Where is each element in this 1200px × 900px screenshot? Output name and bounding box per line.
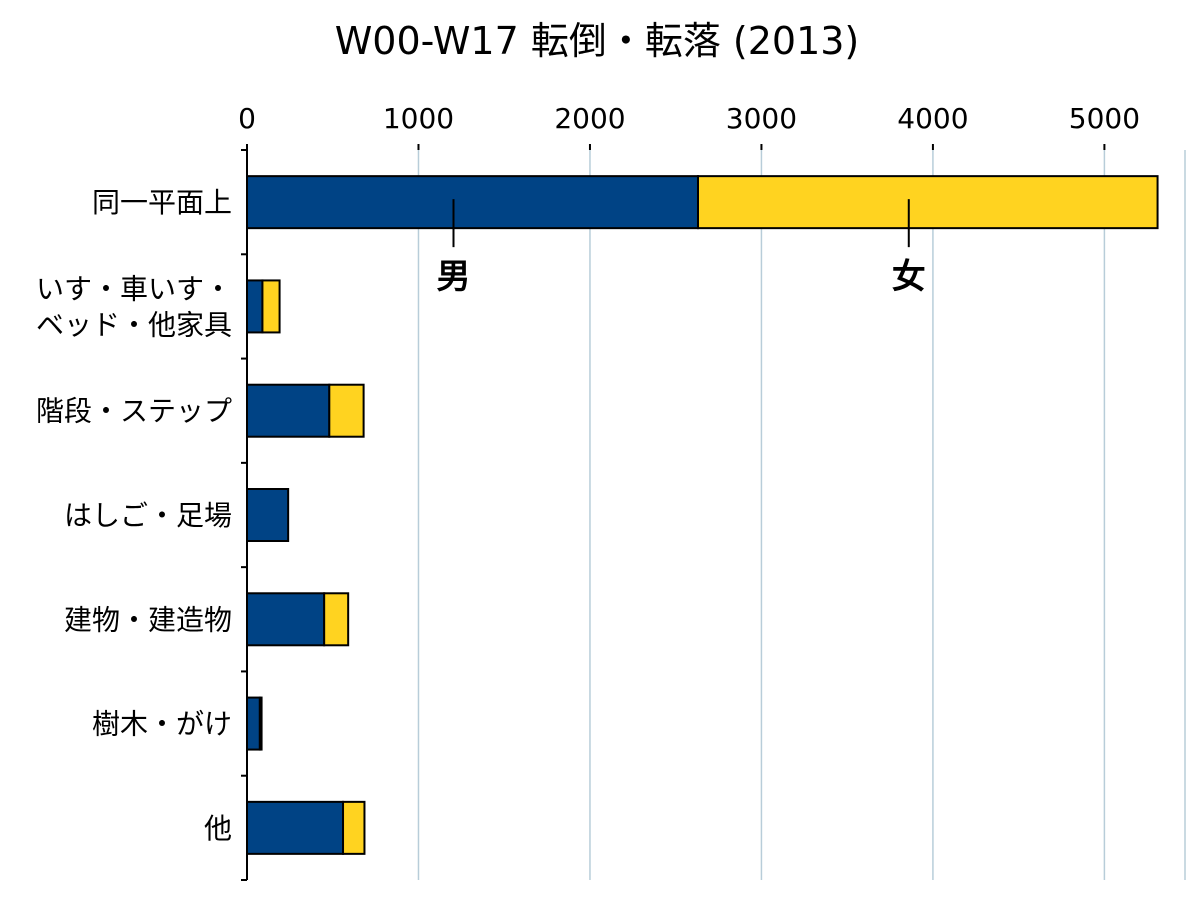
bar-2-1 [328, 383, 365, 438]
bar-5-1 [258, 696, 263, 751]
category-label-1: ベッド・他家具 [36, 308, 232, 341]
series-labels: 男女 [436, 199, 926, 297]
bars [246, 175, 1159, 855]
bar-6-1 [342, 800, 366, 855]
bar-4-1 [323, 592, 350, 647]
x-tick-label-4000: 4000 [897, 102, 968, 135]
bar-2-0 [246, 383, 331, 438]
x-tick-label-0: 0 [238, 102, 256, 135]
category-label-5: 樹木・がけ [92, 708, 232, 741]
chart-title: W00-W17 転倒・転落 (2013) [335, 19, 860, 63]
bar-1-0 [246, 279, 264, 334]
bar-5-0 [246, 696, 261, 751]
x-tick-label-5000: 5000 [1069, 102, 1140, 135]
bar-3-0 [246, 488, 290, 542]
bar-6-0 [246, 800, 345, 855]
bar-4-0 [246, 592, 326, 647]
series-label-0: 男 [436, 257, 470, 297]
series-label-1: 女 [892, 257, 926, 297]
category-label-0: 同一平面上 [92, 186, 232, 219]
category-label-2: 階段・ステップ [36, 395, 232, 428]
category-labels: 同一平面上いす・車いす・ベッド・他家具階段・ステップはしご・足場建物・建造物樹木… [36, 186, 232, 845]
category-label-3: はしご・足場 [64, 499, 232, 532]
x-tick-label-1000: 1000 [383, 102, 454, 135]
x-tick-labels: 0 1000 2000 3000 4000 5000 [238, 102, 1140, 135]
gridlines [417, 150, 1186, 880]
bar-1-1 [261, 279, 281, 334]
x-tick-label-3000: 3000 [726, 102, 797, 135]
category-label-1: いす・車いす・ [36, 272, 232, 305]
category-label-6: 他 [204, 812, 232, 845]
bar-0-1 [696, 175, 1159, 230]
axes [241, 144, 1106, 881]
x-tick-label-2000: 2000 [554, 102, 625, 135]
bar-0-0 [246, 175, 699, 230]
category-label-4: 建物・建造物 [64, 603, 232, 636]
